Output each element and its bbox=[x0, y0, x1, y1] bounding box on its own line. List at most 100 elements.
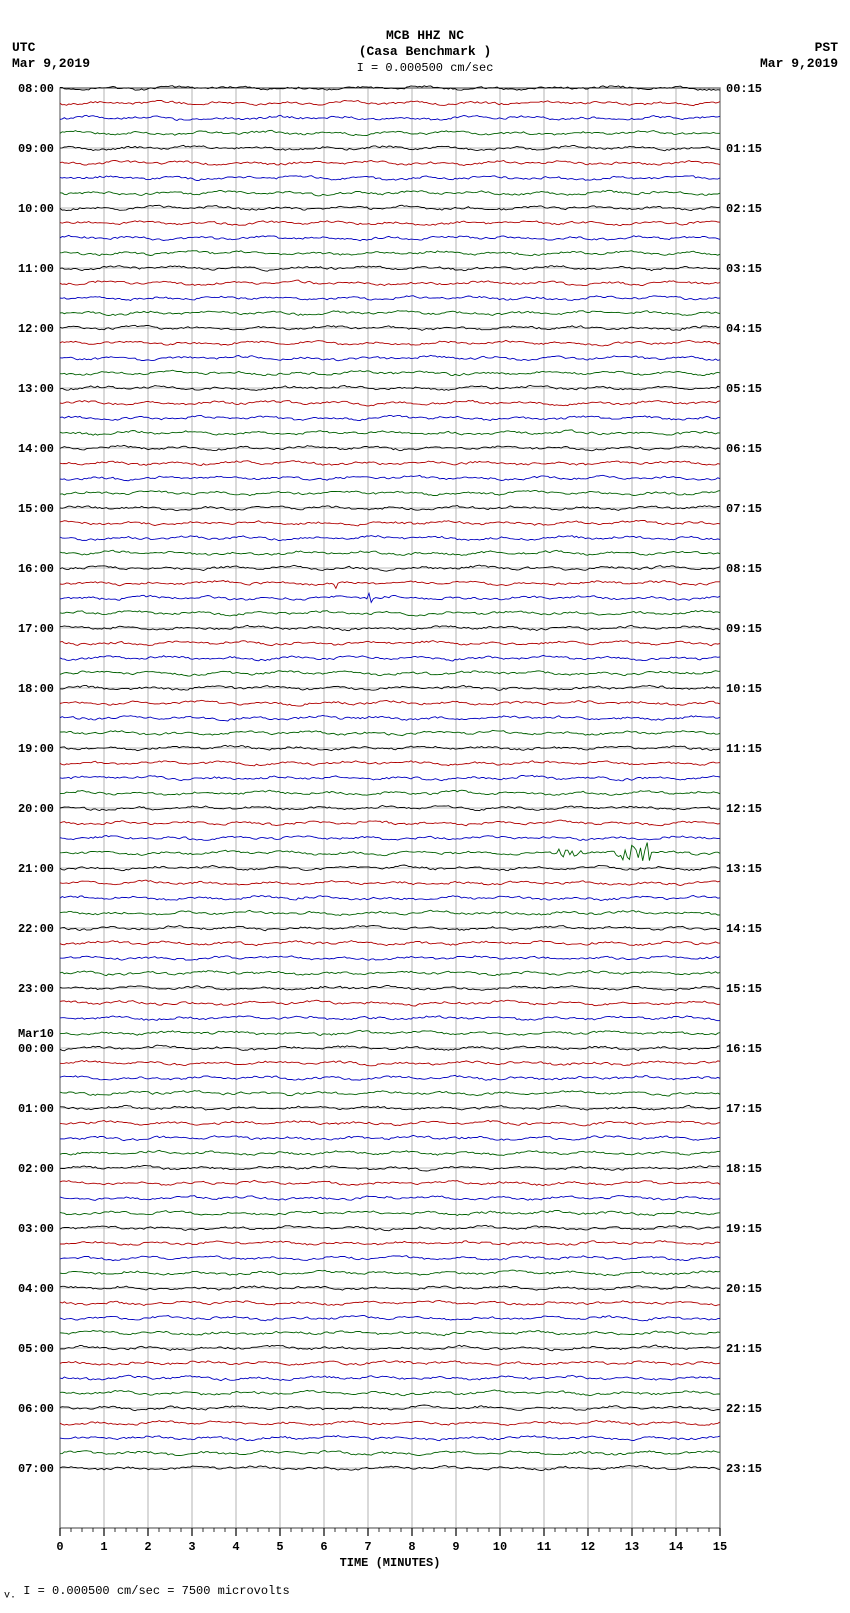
x-tick-label: 6 bbox=[320, 1540, 327, 1554]
pst-hour-label: 14:15 bbox=[726, 922, 762, 936]
x-tick-label: 14 bbox=[669, 1540, 683, 1554]
pst-hour-label: 22:15 bbox=[726, 1402, 762, 1416]
utc-hour-label: 01:00 bbox=[18, 1102, 54, 1116]
x-tick-label: 8 bbox=[408, 1540, 415, 1554]
trace-row bbox=[60, 1270, 720, 1276]
trace-row bbox=[60, 400, 720, 406]
trace-row bbox=[60, 941, 720, 946]
trace-row bbox=[60, 520, 720, 526]
trace-row bbox=[60, 880, 720, 885]
trace-row bbox=[60, 266, 720, 272]
trace-row bbox=[60, 115, 720, 120]
seismogram-chart: 08:0009:0010:0011:0012:0013:0014:0015:00… bbox=[0, 0, 850, 1580]
trace-row bbox=[60, 1451, 720, 1456]
pst-hour-label: 17:15 bbox=[726, 1102, 762, 1116]
pst-hour-label: 00:15 bbox=[726, 82, 762, 96]
utc-hour-label: 20:00 bbox=[18, 802, 54, 816]
tz-left-date: Mar 9,2019 bbox=[12, 56, 90, 72]
x-tick-label: 15 bbox=[713, 1540, 727, 1554]
pst-hour-label: 16:15 bbox=[726, 1042, 762, 1056]
trace-row bbox=[60, 1241, 720, 1246]
utc-hour-label: 04:00 bbox=[18, 1282, 54, 1296]
trace-row bbox=[60, 1375, 720, 1380]
trace-row bbox=[60, 355, 720, 361]
trace-row bbox=[60, 581, 720, 589]
trace-row bbox=[60, 251, 720, 256]
footer-sub: v. bbox=[4, 1590, 16, 1601]
x-axis-label: TIME (MINUTES) bbox=[340, 1556, 441, 1570]
pst-hour-label: 03:15 bbox=[726, 262, 762, 276]
pst-hour-label: 01:15 bbox=[726, 142, 762, 156]
utc-hour-label: 22:00 bbox=[18, 922, 54, 936]
pst-hour-label: 20:15 bbox=[726, 1282, 762, 1296]
utc-hour-label: 19:00 bbox=[18, 742, 54, 756]
trace-row bbox=[60, 1091, 720, 1096]
trace-row bbox=[60, 611, 720, 616]
trace-row bbox=[60, 280, 720, 286]
trace-row bbox=[60, 896, 720, 901]
trace-row bbox=[60, 1436, 720, 1441]
trace-row bbox=[60, 1256, 720, 1261]
pst-hour-label: 23:15 bbox=[726, 1462, 762, 1476]
trace-row bbox=[60, 1030, 720, 1035]
trace-row bbox=[60, 1120, 720, 1125]
trace-row bbox=[60, 655, 720, 661]
pst-hour-label: 05:15 bbox=[726, 382, 762, 396]
x-tick-label: 1 bbox=[100, 1540, 107, 1554]
pst-hour-label: 18:15 bbox=[726, 1162, 762, 1176]
utc-hour-label: 09:00 bbox=[18, 142, 54, 156]
trace-row bbox=[60, 415, 720, 420]
utc-hour-label: Mar10 bbox=[18, 1027, 54, 1041]
utc-hour-label: 07:00 bbox=[18, 1462, 54, 1476]
trace-row bbox=[60, 1150, 720, 1155]
pst-hour-label: 13:15 bbox=[726, 862, 762, 876]
scale-line: I = 0.000500 cm/sec bbox=[0, 61, 850, 76]
utc-hour-label: 23:00 bbox=[18, 982, 54, 996]
pst-hour-label: 06:15 bbox=[726, 442, 762, 456]
trace-row bbox=[60, 370, 720, 375]
footer-scale: v. I = 0.000500 cm/sec = 7500 microvolts bbox=[4, 1584, 290, 1601]
trace-row bbox=[60, 1180, 720, 1185]
trace-row bbox=[60, 775, 720, 780]
utc-hour-label: 06:00 bbox=[18, 1402, 54, 1416]
trace-row bbox=[60, 593, 720, 602]
trace-row bbox=[60, 1301, 720, 1306]
trace-row bbox=[60, 730, 720, 735]
trace-row bbox=[60, 311, 720, 316]
trace-row bbox=[60, 1016, 720, 1021]
trace-row bbox=[60, 761, 720, 766]
scale-bar-icon: I bbox=[357, 61, 364, 75]
trace-row bbox=[60, 716, 720, 722]
utc-hour-label: 13:00 bbox=[18, 382, 54, 396]
trace-row bbox=[60, 130, 720, 135]
tz-left-label: UTC bbox=[12, 40, 90, 56]
trace-row bbox=[60, 296, 720, 301]
pst-hour-label: 12:15 bbox=[726, 802, 762, 816]
trace-row bbox=[60, 1196, 720, 1201]
trace-row bbox=[60, 1316, 720, 1321]
title-block: MCB HHZ NC (Casa Benchmark ) I = 0.00050… bbox=[0, 28, 850, 76]
trace-row bbox=[60, 700, 720, 706]
utc-hour-label: 05:00 bbox=[18, 1342, 54, 1356]
utc-hour-label: 03:00 bbox=[18, 1222, 54, 1236]
trace-row bbox=[60, 1421, 720, 1426]
trace-row bbox=[60, 1105, 720, 1110]
x-tick-label: 5 bbox=[276, 1540, 283, 1554]
trace-row bbox=[60, 221, 720, 226]
trace-row bbox=[60, 536, 720, 541]
trace-row bbox=[60, 235, 720, 240]
trace-row bbox=[60, 671, 720, 676]
trace-row bbox=[60, 956, 720, 960]
trace-row bbox=[60, 490, 720, 495]
trace-row bbox=[60, 1390, 720, 1396]
utc-hour-label: 16:00 bbox=[18, 562, 54, 576]
x-tick-label: 12 bbox=[581, 1540, 595, 1554]
pst-hour-label: 07:15 bbox=[726, 502, 762, 516]
trace-row bbox=[60, 340, 720, 346]
trace-row bbox=[60, 820, 720, 826]
trace-row bbox=[60, 641, 720, 646]
x-tick-label: 7 bbox=[364, 1540, 371, 1554]
trace-row bbox=[60, 461, 720, 466]
utc-hour-label: 10:00 bbox=[18, 202, 54, 216]
x-tick-label: 4 bbox=[232, 1540, 239, 1554]
